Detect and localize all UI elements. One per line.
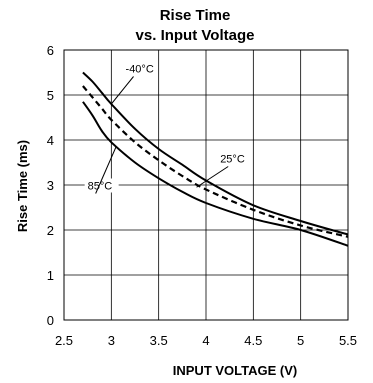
annotation-background [122, 61, 157, 76]
series-lines [82, 71, 349, 247]
y-tick-label: 2 [47, 223, 54, 238]
annotation-label: 25°C [220, 154, 245, 166]
chart-title: Rise Time [160, 7, 231, 24]
y-tick-label: 4 [47, 133, 54, 148]
annotation-pointer [95, 146, 117, 194]
y-tick-label: 1 [47, 268, 54, 283]
x-axis-ticks: 2.5 3 3.5 4 4.5 5 5.5 [55, 333, 357, 348]
annotation-pointer [110, 76, 134, 105]
chart-subtitle: vs. Input Voltage [136, 27, 255, 44]
annotation-pointer [196, 166, 229, 188]
y-tick-label: 3 [47, 178, 54, 193]
series-line-0 [82, 71, 349, 236]
x-tick-label: 3.5 [150, 333, 168, 348]
x-tick-label: 5.5 [339, 333, 357, 348]
y-axis-label: Rise Time (ms) [15, 140, 30, 232]
y-tick-label: 5 [47, 88, 54, 103]
x-axis-label: INPUT VOLTAGE (V) [173, 363, 297, 378]
y-tick-label: 0 [47, 313, 54, 328]
annotation-label: 85°C [88, 181, 113, 193]
series-line-2 [82, 101, 349, 247]
x-tick-label: 2.5 [55, 333, 73, 348]
x-tick-label: 3 [108, 333, 115, 348]
plot-frame [63, 49, 349, 321]
annotations: -40°C 25°C 85°C [84, 61, 252, 194]
x-tick-label: 5 [297, 333, 304, 348]
y-axis-ticks: 0 1 2 3 4 5 6 [47, 43, 54, 328]
x-tick-label: 4.5 [244, 333, 262, 348]
series-line-1 [82, 85, 349, 238]
annotation-label: -40°C [126, 64, 154, 76]
y-tick-label: 6 [47, 43, 54, 58]
x-tick-label: 4 [202, 333, 209, 348]
annotation-background [84, 178, 119, 193]
annotation-background [217, 151, 252, 166]
